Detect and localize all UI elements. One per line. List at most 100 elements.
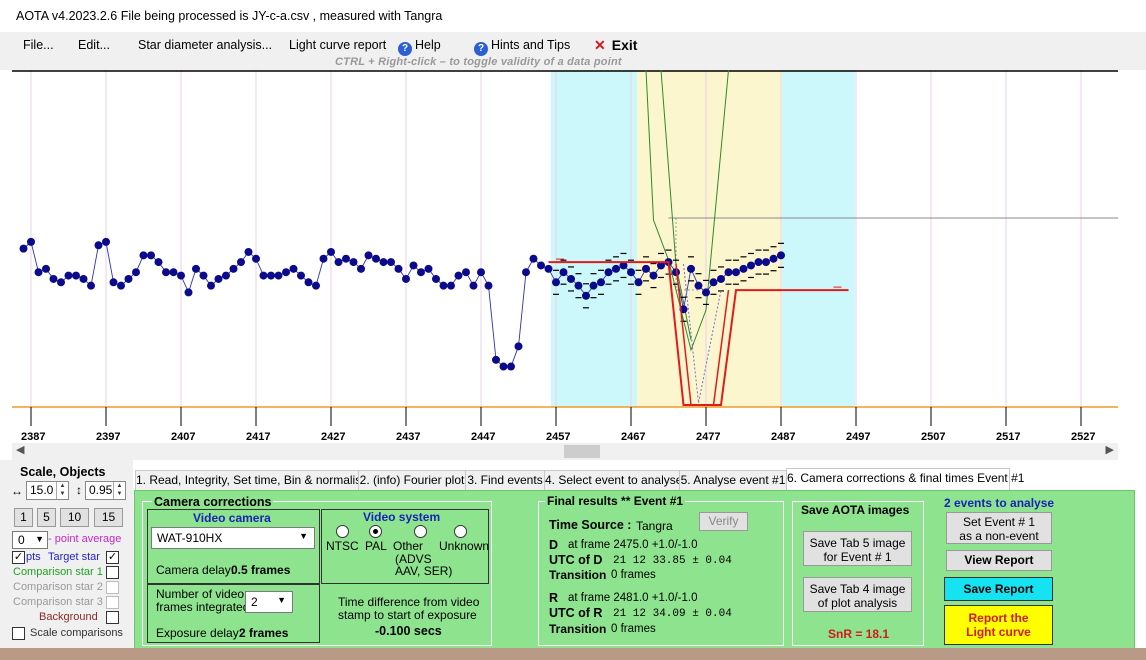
scrollbar-thumb[interactable] <box>564 445 600 458</box>
unknown-label: Unknown <box>439 539 490 553</box>
tab-select-event[interactable]: 4. Select event to analyse <box>544 470 682 490</box>
x-tick-label: 2457 <box>546 431 570 442</box>
vertical-scale-icon: ↕ <box>76 483 82 497</box>
x-tick-label: 2477 <box>696 431 720 442</box>
comparison-star-2-checkbox[interactable] <box>106 581 119 594</box>
transition-d-label: Transition <box>549 568 607 582</box>
target-star-point <box>207 281 215 290</box>
set-event-nonevent-button[interactable]: Set Event # 1 as a non-event <box>946 512 1052 544</box>
target-star-point <box>634 278 643 287</box>
target-star-point <box>559 268 568 277</box>
target-star-point <box>447 281 455 290</box>
menu-edit[interactable]: Edit... <box>78 38 110 52</box>
target-star-point <box>649 271 658 280</box>
time-source-value: Tangra <box>636 519 673 533</box>
view-report-button[interactable]: View Report <box>946 550 1052 571</box>
scale-1-button[interactable]: 1 <box>14 508 33 527</box>
background-checkbox[interactable] <box>106 611 119 624</box>
scale-15-button[interactable]: 15 <box>94 508 123 527</box>
pts-checkbox[interactable]: ✓ <box>12 551 25 564</box>
target-star-point <box>349 258 358 267</box>
x-tick-label: 2427 <box>321 431 345 442</box>
save-tab5-image-button[interactable]: Save Tab 5 image for Event # 1 <box>803 531 912 566</box>
plot-scrollbar[interactable]: ◀ ▶ <box>12 443 1118 460</box>
ntsc-radio[interactable] <box>336 525 349 538</box>
set-event-line-2: as a non-event <box>959 529 1039 543</box>
final-results-title: Final results ** Event #1 <box>545 494 686 508</box>
tab-find-events[interactable]: 3. Find events <box>465 470 545 490</box>
target-star-point <box>252 254 260 263</box>
exposure-delay-label: Exposure delay: <box>156 626 243 640</box>
report-light-curve-button[interactable]: Report the Light curve <box>944 605 1053 645</box>
unknown-radio[interactable] <box>454 525 467 538</box>
target-star-point <box>124 274 133 283</box>
x-tick-label: 2497 <box>846 431 870 442</box>
pal-radio[interactable] <box>369 525 382 538</box>
x-tick-label: 2487 <box>771 431 795 442</box>
tab-analyse-event[interactable]: 5. Analyse event #1 <box>679 470 787 490</box>
target-star-point <box>552 278 560 287</box>
snr-value: SnR = 18.1 <box>828 627 890 641</box>
vertical-scale-spinner[interactable]: 0.95 ▲ ▼ <box>85 481 126 500</box>
pal-label: PAL <box>365 539 387 553</box>
spinner-arrows-icon[interactable]: ▲ ▼ <box>113 482 125 499</box>
scroll-right-icon[interactable]: ▶ <box>1105 444 1114 456</box>
verify-button[interactable]: Verify <box>699 512 748 531</box>
target-star-point <box>724 268 733 277</box>
target-star-point <box>42 264 50 273</box>
target-star-point <box>514 342 523 351</box>
target-star-point <box>372 254 380 263</box>
target-star-point <box>657 261 665 270</box>
horizontal-scale-spinner[interactable]: 15.0 ▲ ▼ <box>26 481 69 500</box>
scale-5-button[interactable]: 5 <box>37 508 56 527</box>
target-star-point <box>132 268 140 277</box>
menu-hints[interactable]: ? Hints and Tips <box>474 38 570 56</box>
exit-icon: ✕ <box>594 37 606 53</box>
target-star-point <box>499 362 508 371</box>
target-star-point <box>79 274 88 283</box>
camera-model-select[interactable]: WAT-910HX ▼ <box>151 527 315 549</box>
scale-10-button[interactable]: 10 <box>60 508 89 527</box>
comparison-star-1-checkbox[interactable] <box>106 566 119 579</box>
tab-fourier-plot[interactable]: 2. (info) Fourier plot <box>358 470 466 490</box>
point-average-value: 0 <box>18 533 25 547</box>
time-source-label: Time Source : <box>549 518 632 532</box>
menu-light-curve-report[interactable]: Light curve report <box>289 38 387 52</box>
target-star-point <box>267 271 275 280</box>
save-report-button[interactable]: Save Report <box>944 577 1053 601</box>
set-event-line-1: Set Event # 1 <box>962 515 1036 529</box>
target-star-point <box>582 291 590 300</box>
spinner-arrows-icon[interactable]: ▲ ▼ <box>56 482 68 499</box>
other-detail-2: AAV, SER) <box>395 564 453 578</box>
exit-button[interactable]: ✕ Exit <box>594 37 637 54</box>
comparison-star-3-checkbox[interactable] <box>106 596 119 609</box>
post-event-region <box>782 70 855 407</box>
menu-file[interactable]: File... <box>23 38 54 52</box>
menu-help[interactable]: ? Help <box>398 38 441 56</box>
fit-inner-line <box>675 264 730 406</box>
hints-icon: ? <box>474 42 488 56</box>
r-frame-value: at frame 2481.0 +1.0/-1.0 <box>568 592 698 604</box>
point-average-select[interactable]: 0 ▼ <box>12 531 48 549</box>
target-star-checkbox[interactable]: ✓ <box>106 551 119 564</box>
frames-integrated-label-1: Number of video <box>156 587 245 601</box>
scale-objects-heading: Scale, Objects <box>20 465 106 479</box>
target-star-point <box>169 268 178 277</box>
target-star-point <box>357 264 365 273</box>
scale-comparisons-checkbox[interactable] <box>12 627 25 640</box>
target-star-point <box>274 271 283 280</box>
other-radio[interactable] <box>414 525 427 538</box>
frames-integrated-select[interactable]: 2 ▼ <box>245 591 293 613</box>
save-tab4-image-button[interactable]: Save Tab 4 image of plot analysis <box>803 577 912 612</box>
scroll-left-icon[interactable]: ◀ <box>16 444 25 456</box>
menu-star-diameter[interactable]: Star diameter analysis... <box>138 38 273 52</box>
tab-read-integrity[interactable]: 1. Read, Integrity, Set time, Bin & norm… <box>135 470 368 490</box>
events-to-analyse-title: 2 events to analyse <box>944 496 1055 510</box>
target-star-point <box>672 268 680 277</box>
hints-label: Hints and Tips <box>491 38 571 52</box>
camera-delay-label: Camera delay: <box>156 563 235 577</box>
target-star-point <box>282 268 290 277</box>
window-title: AOTA v4.2023.2.6 File being processed is… <box>16 9 443 23</box>
tab-camera-corrections[interactable]: 6. Camera corrections & final times Even… <box>786 468 1024 490</box>
light-curve-plot[interactable]: 2387 2397 2407 2417 2427 2437 2447 2457 2467 2477… <box>12 70 1118 442</box>
